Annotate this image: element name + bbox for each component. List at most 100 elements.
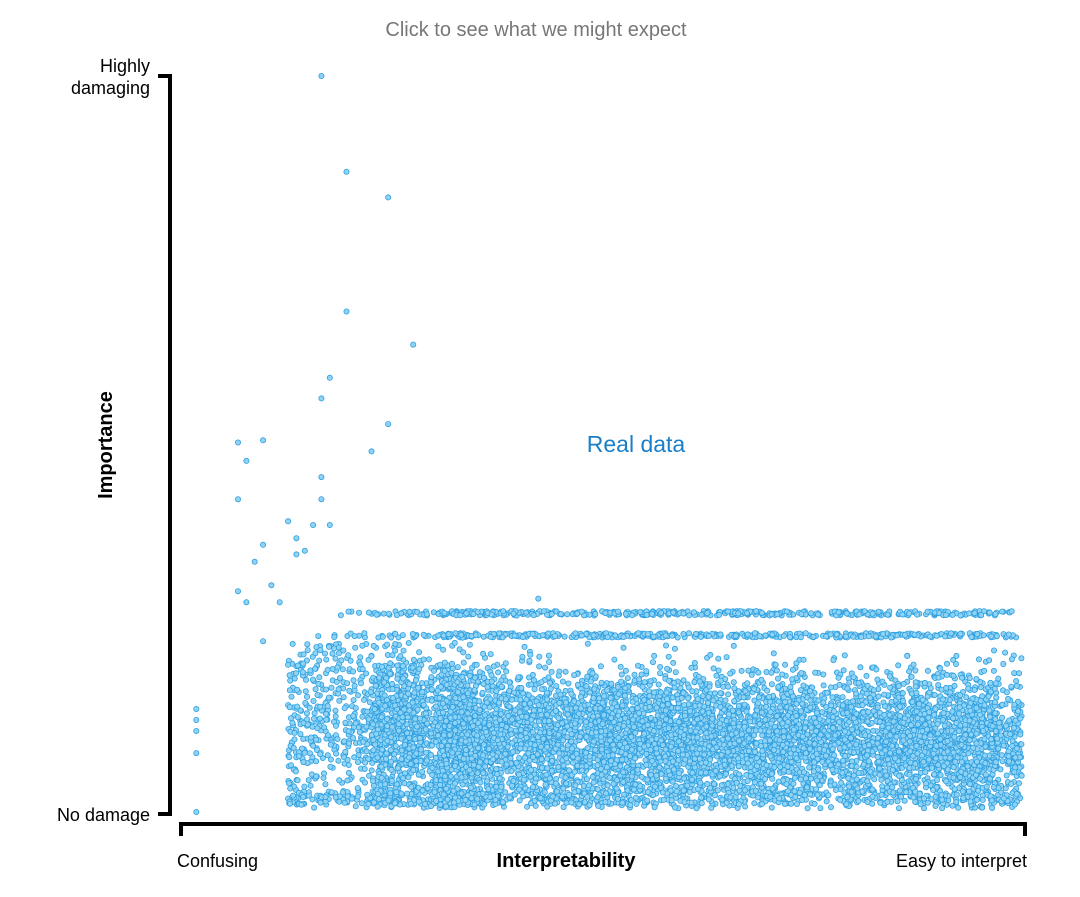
y-axis-title: Importance: [95, 391, 117, 499]
data-point: [1003, 689, 1010, 696]
data-point: [717, 677, 724, 684]
data-point: [339, 666, 346, 673]
data-point: [566, 767, 573, 774]
data-point: [336, 697, 343, 704]
data-point: [641, 697, 648, 704]
data-point: [300, 651, 307, 658]
data-point: [372, 682, 379, 689]
data-point: [528, 681, 535, 688]
data-point: [953, 661, 960, 668]
y-axis-line: [158, 74, 172, 816]
data-point: [327, 756, 334, 763]
data-point: [715, 667, 722, 674]
x-axis: Confusing Easy to interpret Interpretabi…: [177, 822, 1027, 872]
data-point: [350, 735, 357, 742]
y-tick-label-high: Highly damaging: [71, 56, 150, 98]
data-point: [772, 661, 779, 668]
data-point: [289, 640, 296, 647]
data-point: [782, 661, 789, 668]
data-point: [584, 640, 591, 647]
data-point: [538, 679, 545, 686]
data-point: [342, 719, 349, 726]
data-point: [686, 612, 693, 619]
expectation-prompt[interactable]: Click to see what we might expect: [385, 19, 687, 41]
data-point: [304, 641, 311, 648]
data-point: [302, 700, 309, 707]
data-point: [624, 675, 631, 682]
data-point: [670, 659, 677, 666]
data-point: [314, 692, 321, 699]
data-point: [520, 690, 527, 697]
data-point: [988, 633, 995, 640]
data-point: [758, 709, 765, 716]
data-points: [193, 73, 1025, 816]
data-point: [846, 679, 853, 686]
data-point: [611, 656, 618, 663]
data-point: [828, 684, 835, 691]
data-point: [764, 687, 771, 694]
data-point: [332, 713, 339, 720]
data-point: [1002, 649, 1009, 656]
data-point: [329, 650, 336, 657]
data-point: [384, 641, 391, 648]
y-axis: Highly damaging No damage Importance: [57, 56, 172, 825]
data-point: [596, 695, 603, 702]
data-point: [416, 649, 423, 656]
data-point: [546, 679, 553, 686]
data-point: [530, 707, 537, 714]
data-point: [312, 686, 319, 693]
data-point: [754, 707, 761, 714]
data-point: [316, 674, 323, 681]
data-point: [466, 641, 473, 648]
data-point: [788, 800, 795, 807]
data-point: [719, 730, 726, 737]
data-point: [744, 680, 751, 687]
data-point: [725, 691, 732, 698]
data-point: [288, 693, 295, 700]
data-point: [497, 711, 504, 718]
data-point: [900, 680, 907, 687]
data-point: [332, 655, 339, 662]
data-point: [324, 666, 331, 673]
data-point: [495, 669, 502, 676]
data-point: [1011, 670, 1018, 677]
data-point: [385, 610, 392, 617]
data-point: [841, 652, 848, 659]
data-point: [886, 673, 893, 680]
data-point: [564, 611, 571, 618]
data-point: [460, 659, 467, 666]
data-point: [730, 642, 737, 649]
data-point: [990, 667, 997, 674]
data-point: [991, 647, 998, 654]
data-point: [430, 667, 437, 674]
data-point: [380, 610, 387, 617]
data-point: [340, 694, 347, 701]
data-point: [879, 783, 886, 790]
data-point: [710, 665, 717, 672]
data-point: [572, 630, 579, 637]
data-point: [694, 696, 701, 703]
data-point: [792, 774, 799, 781]
data-point: [1013, 682, 1020, 689]
data-point: [722, 697, 729, 704]
data-point: [723, 771, 730, 778]
data-point: [935, 682, 942, 689]
data-point: [316, 657, 323, 664]
data-point: [656, 764, 663, 771]
data-point: [365, 800, 372, 807]
data-point: [804, 805, 811, 812]
data-point: [604, 687, 611, 694]
data-point: [332, 707, 339, 714]
data-point: [292, 670, 299, 677]
data-point: [361, 630, 368, 637]
data-point: [964, 763, 971, 770]
data-point: [981, 667, 988, 674]
data-point: [981, 702, 988, 709]
data-point: [705, 694, 712, 701]
data-point: [820, 671, 827, 678]
data-point: [418, 680, 425, 687]
data-point: [800, 656, 807, 663]
data-point: [352, 803, 359, 810]
data-point: [617, 663, 624, 670]
data-point: [312, 665, 319, 672]
